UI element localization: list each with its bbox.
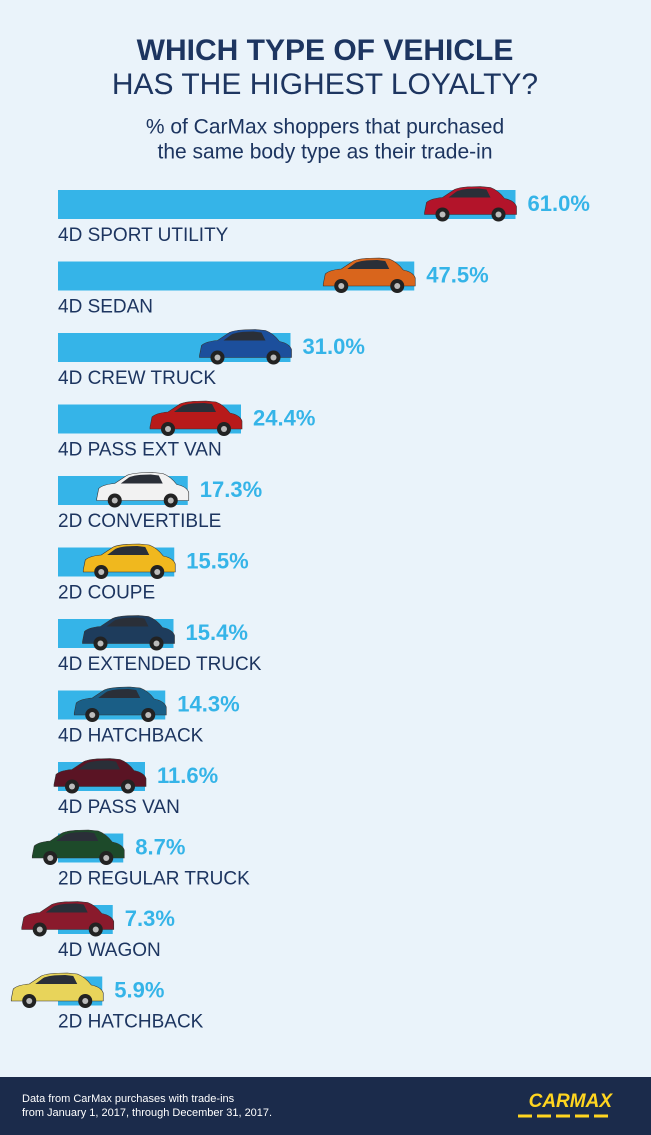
car-hub: [153, 640, 160, 647]
category-label: 2D CONVERTIBLE: [58, 511, 221, 532]
car-hub: [47, 855, 54, 861]
car-window: [78, 760, 120, 770]
car-icon: [322, 257, 416, 293]
car-icon: [82, 615, 175, 651]
category-label: 4D HATCHBACK: [58, 726, 204, 747]
value-label: 15.5%: [186, 548, 248, 573]
value-label: 5.9%: [114, 977, 164, 1002]
category-label: 4D SPORT UTILITY: [58, 225, 229, 246]
value-label: 7.3%: [125, 906, 175, 931]
car-hub: [36, 926, 43, 933]
subtitle-line: the same body type as their trade-in: [157, 141, 492, 164]
footer-band: [0, 1077, 651, 1135]
car-hub: [125, 783, 131, 790]
title-line: HAS THE HIGHEST LOYALTY?: [112, 68, 538, 101]
car-body: [82, 615, 175, 644]
category-label: 2D COUPE: [58, 583, 155, 604]
car-hub: [92, 926, 99, 933]
car-hub: [89, 712, 96, 718]
car-body: [31, 829, 125, 859]
car-window: [106, 617, 149, 627]
value-label: 11.6%: [157, 763, 218, 788]
car-body: [96, 472, 190, 501]
category-label: 4D WAGON: [58, 940, 161, 961]
car-icon: [199, 329, 292, 365]
subtitle-line: % of CarMax shoppers that purchased: [146, 116, 504, 139]
category-label: 4D PASS EXT VAN: [58, 440, 222, 461]
brand-logo: CARMAX: [529, 1091, 614, 1112]
car-hub: [495, 211, 502, 218]
value-label: 15.4%: [186, 620, 248, 645]
car-hub: [82, 998, 89, 1004]
car-body: [149, 400, 243, 430]
car-hub: [214, 354, 221, 361]
category-label: 2D REGULAR TRUCK: [58, 869, 250, 890]
title-line: WHICH TYPE OF VEHICLE: [137, 34, 514, 67]
category-label: 4D PASS VAN: [58, 797, 180, 818]
car-hub: [167, 497, 174, 504]
car-body: [21, 901, 115, 930]
car-window: [347, 260, 390, 269]
car-icon: [21, 901, 115, 937]
car-icon: [53, 758, 147, 794]
category-label: 2D HATCHBACK: [58, 1012, 204, 1033]
car-hub: [26, 998, 33, 1004]
car-hub: [221, 426, 227, 432]
car-hub: [338, 283, 345, 289]
car-icon: [31, 829, 125, 865]
car-icon: [149, 400, 243, 436]
car-window: [174, 403, 216, 412]
footer-note: from January 1, 2017, through December 3…: [22, 1107, 272, 1119]
car-hub: [154, 569, 161, 575]
car-hub: [97, 640, 104, 647]
value-label: 8.7%: [135, 834, 185, 859]
car-icon: [73, 686, 167, 722]
car-window: [98, 689, 141, 698]
car-icon: [82, 543, 176, 579]
car-hub: [98, 569, 105, 575]
value-label: 17.3%: [200, 477, 262, 502]
car-body: [199, 329, 292, 358]
car-icon: [96, 472, 190, 508]
value-label: 24.4%: [253, 405, 315, 430]
car-hub: [165, 426, 171, 432]
car-hub: [394, 283, 401, 289]
car-window: [107, 546, 150, 555]
car-icon: [10, 972, 104, 1008]
car-body: [10, 972, 104, 1002]
car-window: [56, 832, 99, 841]
footer-note: Data from CarMax purchases with trade-in…: [22, 1093, 235, 1105]
value-label: 14.3%: [177, 691, 239, 716]
category-label: 4D CREW TRUCK: [58, 368, 216, 389]
car-window: [223, 331, 266, 341]
car-body: [322, 257, 416, 287]
category-label: 4D EXTENDED TRUCK: [58, 654, 262, 675]
value-label: 47.5%: [426, 262, 488, 287]
car-body: [424, 186, 517, 215]
car-hub: [145, 712, 152, 718]
value-label: 31.0%: [303, 334, 365, 359]
car-window: [45, 903, 88, 913]
car-body: [73, 686, 167, 716]
car-hub: [69, 783, 75, 790]
car-icon: [424, 186, 517, 222]
car-hub: [103, 855, 110, 861]
car-window: [35, 975, 78, 984]
category-label: 4D SEDAN: [58, 297, 153, 318]
car-body: [82, 543, 176, 573]
value-label: 61.0%: [528, 191, 590, 216]
car-hub: [439, 211, 446, 218]
car-window: [448, 188, 491, 198]
car-body: [53, 758, 147, 787]
car-hub: [270, 354, 277, 361]
car-hub: [111, 497, 118, 504]
car-window: [120, 474, 163, 484]
